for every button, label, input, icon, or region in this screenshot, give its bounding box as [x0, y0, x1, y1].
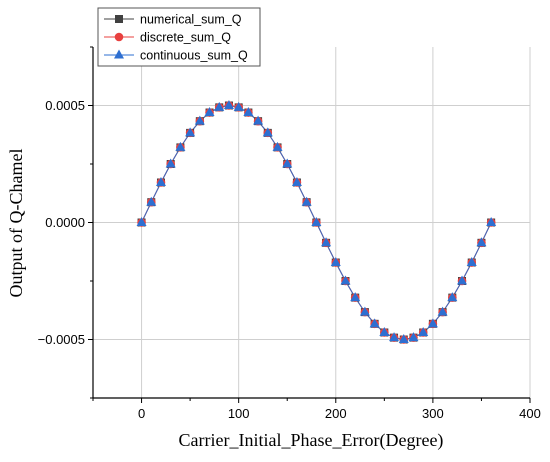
point-continuous_sum_Q	[291, 176, 302, 186]
grid-lines	[93, 47, 531, 398]
point-continuous_sum_Q	[476, 237, 487, 247]
legend-label-discrete_sum_Q: discrete_sum_Q	[140, 31, 231, 45]
x-tick-label: 200	[325, 406, 347, 421]
point-continuous_sum_Q	[282, 158, 293, 168]
point-continuous_sum_Q	[418, 326, 429, 336]
x-tick-label: 0	[138, 406, 145, 421]
x-tick-label: 400	[519, 406, 541, 421]
y-axis-label: Output of Q-Chamel	[6, 149, 26, 298]
point-continuous_sum_Q	[466, 257, 477, 267]
point-continuous_sum_Q	[194, 115, 205, 125]
point-continuous_sum_Q	[447, 292, 458, 302]
point-continuous_sum_Q	[311, 217, 322, 226]
y-tick-label: 0.0000	[45, 215, 85, 230]
legend-marker-continuous_sum_Q	[114, 49, 124, 59]
point-continuous_sum_Q	[359, 306, 370, 316]
point-continuous_sum_Q	[408, 332, 419, 342]
point-continuous_sum_Q	[204, 107, 215, 117]
point-continuous_sum_Q	[389, 332, 400, 342]
legend-label-numerical_sum_Q: numerical_sum_Q	[140, 13, 242, 27]
y-tick-label: −0.0005	[38, 332, 85, 347]
point-continuous_sum_Q	[272, 141, 283, 151]
point-continuous_sum_Q	[486, 217, 497, 226]
x-tick-label: 100	[228, 406, 250, 421]
point-continuous_sum_Q	[214, 101, 225, 111]
point-continuous_sum_Q	[262, 127, 273, 137]
axes	[88, 46, 531, 403]
legend-marker-numerical_sum_Q	[115, 15, 123, 23]
legend-marker-discrete_sum_Q	[114, 32, 124, 42]
point-continuous_sum_Q	[330, 257, 341, 267]
point-continuous_sum_Q	[233, 101, 244, 111]
series-markers	[136, 100, 497, 344]
point-continuous_sum_Q	[223, 100, 234, 109]
point-continuous_sum_Q	[379, 326, 390, 336]
point-continuous_sum_Q	[146, 196, 157, 206]
point-continuous_sum_Q	[165, 158, 176, 168]
point-continuous_sum_Q	[369, 318, 380, 328]
point-continuous_sum_Q	[136, 217, 147, 226]
point-continuous_sum_Q	[175, 141, 186, 151]
point-continuous_sum_Q	[243, 107, 254, 117]
legend: numerical_sum_Q discrete_sum_Q continuous_…	[97, 7, 261, 67]
point-continuous_sum_Q	[301, 196, 312, 206]
point-continuous_sum_Q	[398, 334, 409, 343]
legend-label-continuous_sum_Q: continuous_sum_Q	[140, 49, 248, 63]
x-tick-label: 300	[422, 406, 444, 421]
tick-labels: 0 100 200 300 400 −0.0005 0.0000 0.0005	[38, 98, 541, 421]
y-tick-label: 0.0005	[45, 98, 85, 113]
point-continuous_sum_Q	[155, 176, 166, 186]
point-continuous_sum_Q	[437, 306, 448, 316]
point-continuous_sum_Q	[321, 237, 332, 247]
point-continuous_sum_Q	[340, 275, 351, 285]
point-continuous_sum_Q	[427, 318, 438, 328]
point-continuous_sum_Q	[350, 292, 361, 302]
point-continuous_sum_Q	[457, 275, 468, 285]
x-axis-label: Carrier_Initial_Phase_Error(Degree)	[179, 430, 444, 451]
point-continuous_sum_Q	[185, 127, 196, 137]
point-continuous_sum_Q	[253, 115, 264, 125]
